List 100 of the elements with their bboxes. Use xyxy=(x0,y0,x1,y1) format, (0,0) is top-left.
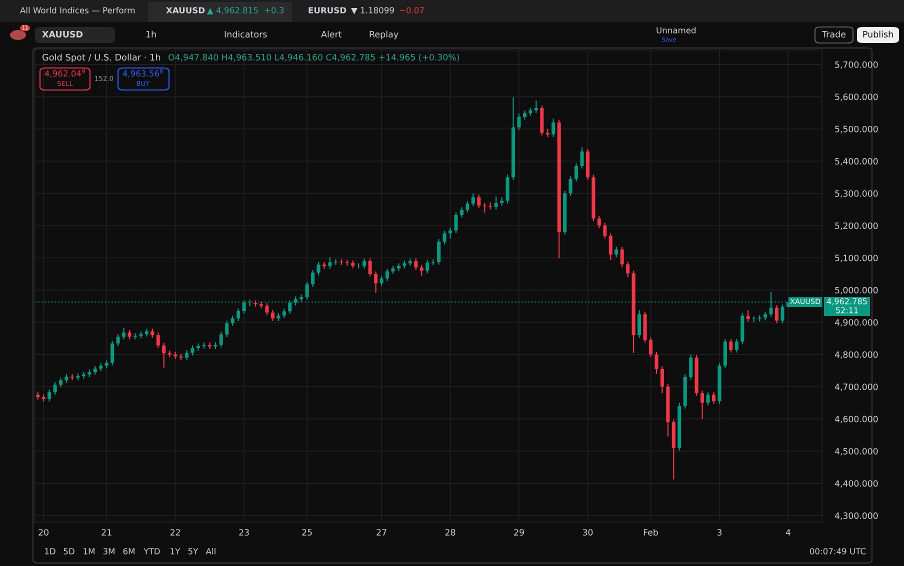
candlestick xyxy=(420,264,424,276)
text: 52:11 xyxy=(836,307,858,314)
text: XAUUSD xyxy=(166,7,205,14)
candlestick xyxy=(638,309,642,338)
x-tick-label: 21 xyxy=(102,529,112,536)
candlestick xyxy=(620,246,624,268)
candlestick xyxy=(53,382,57,396)
candlestick xyxy=(477,194,481,209)
candlestick xyxy=(494,196,498,210)
candlestick xyxy=(219,331,223,348)
x-tick-label: 25 xyxy=(302,529,312,536)
x-tick-label: 4 xyxy=(786,529,790,536)
text: 4,962.785 xyxy=(826,298,867,306)
candlestick xyxy=(162,342,166,368)
candlestick xyxy=(734,338,738,354)
x-tick-label: Feb xyxy=(644,528,658,536)
text: 6M xyxy=(123,548,134,554)
candlestick xyxy=(59,377,63,388)
candlestick xyxy=(746,309,750,322)
candlestick xyxy=(774,304,779,324)
y-tick-label: 5,500.000 xyxy=(835,126,878,134)
candlestick xyxy=(236,308,240,322)
candlestick xyxy=(706,392,710,406)
y-tick-label: 4,700.000 xyxy=(834,384,878,391)
text: EURUSD xyxy=(308,7,346,14)
candlestick xyxy=(265,302,269,316)
candlestick xyxy=(437,238,441,266)
candlestick xyxy=(48,389,52,402)
y-tick-label: 4,600.000 xyxy=(834,416,878,424)
candlestick xyxy=(362,258,366,269)
text: 1h xyxy=(146,30,156,38)
annotation: 4,962.04$^{9}$ xyxy=(44,68,85,78)
candlestick xyxy=(322,261,326,270)
candlestick xyxy=(660,366,664,394)
chart-title: Gold Spot / U.S. Dollar · 1h xyxy=(42,54,160,62)
candlestick xyxy=(156,332,160,349)
text: +0.3 xyxy=(264,7,284,14)
candlestick xyxy=(603,222,607,240)
candlestick xyxy=(70,374,74,381)
candlestick xyxy=(471,192,475,207)
candlestick xyxy=(522,110,527,120)
candlestick xyxy=(700,390,704,420)
y-tick-label: 5,400.000 xyxy=(835,158,878,166)
candlestick xyxy=(225,320,229,338)
candlestick xyxy=(208,342,212,350)
candlestick xyxy=(282,308,286,319)
y-tick-label: 4,400.000 xyxy=(834,480,878,488)
candlestick xyxy=(334,258,338,266)
candlestick xyxy=(626,261,630,278)
text: Unnamed xyxy=(656,26,696,34)
candlestick xyxy=(552,118,556,138)
text: YTD xyxy=(144,548,160,554)
candlestick xyxy=(128,329,132,340)
text: Indicators xyxy=(224,30,267,38)
candlestick xyxy=(506,174,510,204)
y-tick-label: 4,800.000 xyxy=(834,351,878,359)
y-tick-label: 5,000.000 xyxy=(835,286,878,294)
candlestick xyxy=(185,350,189,361)
text: Trade xyxy=(822,30,846,38)
candlestick xyxy=(580,146,584,170)
text: XAUUSD xyxy=(42,30,83,38)
x-tick-label: 28 xyxy=(445,529,456,536)
candlestick xyxy=(712,392,716,404)
candlestick xyxy=(122,327,126,340)
candlestick xyxy=(374,270,378,294)
text: Replay xyxy=(370,30,398,40)
x-tick-label: 30 xyxy=(582,529,593,536)
text: All xyxy=(206,548,216,554)
candlestick xyxy=(380,275,384,286)
candlestick xyxy=(729,338,733,354)
text: ▲ 4,962.815 xyxy=(207,7,258,14)
candlestick xyxy=(689,354,693,380)
text: 1M xyxy=(84,548,94,554)
candlestick xyxy=(780,304,784,324)
candlestick xyxy=(654,351,658,374)
annotation: 4,963.56$^{8}$ xyxy=(122,68,163,78)
candlestick xyxy=(259,301,264,309)
candlestick xyxy=(482,202,486,214)
y-tick-label: 5,700.000 xyxy=(835,61,878,69)
y-tick-label: 5,200.000 xyxy=(835,222,878,230)
candlestick xyxy=(230,315,234,326)
candlestick xyxy=(385,268,390,282)
candlestick xyxy=(426,260,430,274)
y-tick-label: 5,600.000 xyxy=(835,94,878,101)
x-tick-label: 3 xyxy=(717,529,722,536)
candlestick xyxy=(460,206,464,218)
candlestick xyxy=(448,227,452,240)
candlestick xyxy=(454,212,458,234)
y-tick-label: 5,300.000 xyxy=(835,190,878,198)
candlestick xyxy=(328,256,332,270)
text: Alert xyxy=(321,30,342,38)
candlestick xyxy=(190,344,194,356)
candlestick xyxy=(517,112,521,130)
text: Publish xyxy=(863,30,893,38)
candlestick xyxy=(368,258,372,278)
text: 1D xyxy=(45,548,56,554)
candlestick xyxy=(196,342,200,352)
candlestick xyxy=(597,215,601,229)
text: All World Indices — Perform xyxy=(20,6,135,14)
candlestick xyxy=(110,340,114,366)
